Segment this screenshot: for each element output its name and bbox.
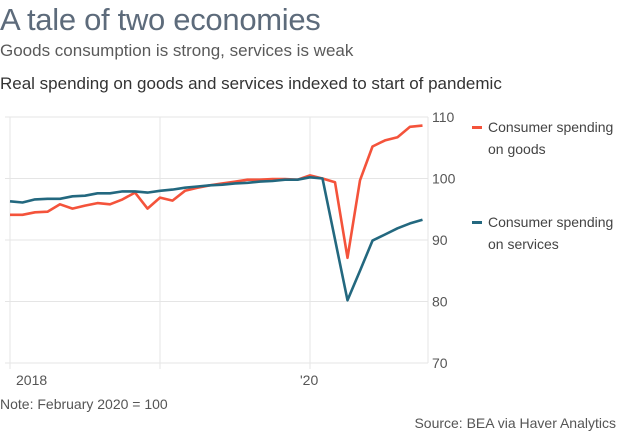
legend-swatch (472, 221, 482, 224)
chart-source: Source: BEA via Haver Analytics (414, 415, 616, 431)
y-tick-label: 70 (432, 355, 448, 371)
x-tick-label: '20 (300, 372, 318, 388)
legend-label: on goods (488, 141, 546, 157)
legend-label: Consumer spending (488, 119, 613, 135)
chart-headline: A tale of two economies (0, 2, 321, 37)
legend-label: on services (488, 236, 559, 252)
x-tick-label: 2018 (16, 372, 47, 388)
series-lines (9, 124, 423, 302)
y-tick-label: 110 (432, 109, 455, 125)
chart-subtitle: Goods consumption is strong, services is… (0, 41, 354, 60)
chart-note: Note: February 2020 = 100 (0, 396, 168, 412)
legend: Consumer spending on goods Consumer spendi… (472, 119, 613, 252)
chart-title: Real spending on goods and services inde… (0, 74, 502, 93)
gridlines (5, 116, 429, 369)
series-line-goods (10, 124, 423, 260)
legend-swatch (472, 126, 482, 129)
y-tick-label: 80 (432, 294, 448, 310)
y-tick-label: 100 (432, 171, 456, 187)
y-tick-label: 90 (432, 232, 448, 248)
legend-label: Consumer spending (488, 214, 613, 230)
series-line-services (9, 176, 423, 302)
axes: 70 80 90 100 110 2018 '20 (16, 109, 456, 388)
